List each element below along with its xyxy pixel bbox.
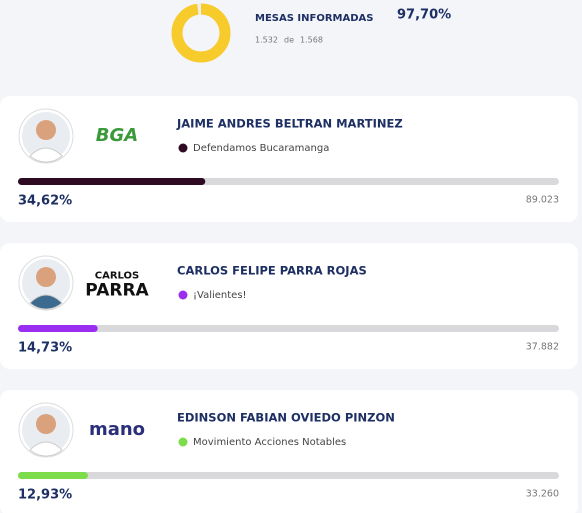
donut-progress xyxy=(171,3,231,63)
total: 1.568 xyxy=(300,36,323,45)
candidate-name: EDINSON FABIAN OVIEDO PINZON xyxy=(177,411,395,425)
party-dot xyxy=(178,290,188,300)
party-logo: PARRA xyxy=(85,281,149,301)
party-logo: BGA xyxy=(96,125,138,146)
bar-track xyxy=(18,325,559,332)
party-name: ¡Valientes! xyxy=(193,290,247,301)
photo-body xyxy=(29,294,63,310)
party-logo: CARLOS xyxy=(95,271,140,282)
share-label: 12,93% xyxy=(18,488,72,503)
of: de xyxy=(284,36,294,45)
photo-body xyxy=(29,441,63,457)
card xyxy=(0,243,578,369)
party-name: Defendamos Bucaramanga xyxy=(193,143,329,154)
bar-fill xyxy=(18,325,98,332)
party-dot xyxy=(178,437,188,447)
party-name: Movimiento Acciones Notables xyxy=(193,437,346,448)
header-bg xyxy=(0,0,582,88)
candidate-name: JAIME ANDRES BELTRAN MARTINEZ xyxy=(176,117,403,131)
bar-fill xyxy=(18,472,88,479)
photo-head xyxy=(36,267,56,287)
votes: 89.023 xyxy=(526,195,559,206)
header-percent: 97,70% xyxy=(397,8,451,23)
photo-head xyxy=(36,120,56,140)
bar-fill xyxy=(18,178,206,185)
candidate-name: CARLOS FELIPE PARRA ROJAS xyxy=(177,264,367,278)
share-label: 14,73% xyxy=(18,341,72,356)
share-label: 34,62% xyxy=(18,194,72,209)
votes: 33.260 xyxy=(526,489,559,500)
card xyxy=(0,96,578,222)
party-dot xyxy=(178,143,188,153)
photo-body xyxy=(29,147,63,163)
votes: 37.882 xyxy=(526,342,559,353)
header-label: MESAS INFORMADAS xyxy=(255,13,373,24)
photo-head xyxy=(36,414,56,434)
party-logo: mano xyxy=(89,419,145,440)
counted: 1.532 xyxy=(255,36,278,45)
card xyxy=(0,390,578,513)
bar-track xyxy=(18,472,559,479)
